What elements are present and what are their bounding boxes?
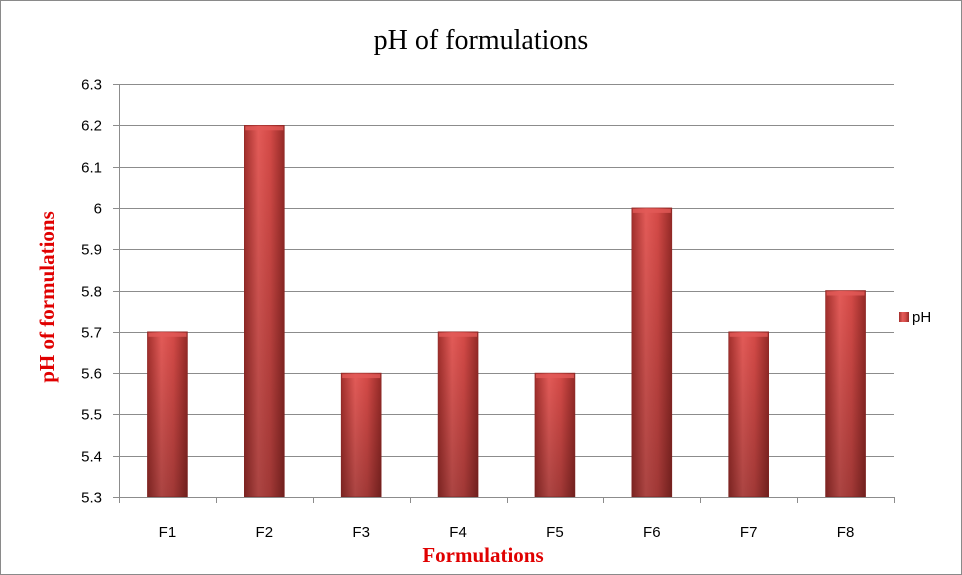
legend-swatch [899, 312, 909, 322]
x-tick-label: F6 [643, 524, 661, 541]
legend: pH [899, 309, 931, 326]
bar-f7 [728, 331, 769, 498]
x-tick-label: F3 [352, 524, 370, 541]
y-tick-label: 6 [94, 201, 102, 218]
gridlines [119, 84, 894, 457]
bar-cap [826, 291, 865, 296]
x-tick-label: F8 [837, 524, 855, 541]
x-axis-title: Formulations [422, 543, 543, 567]
bar-shade [244, 125, 285, 498]
y-tick-label: 6.3 [81, 77, 102, 94]
bar-cap [439, 332, 478, 337]
bar-f2 [244, 125, 285, 498]
y-tick-labels: 5.3 5.4 5.5 5.6 5.7 5.8 5.9 6 6.1 6.2 6.3 [81, 77, 102, 507]
y-tick-label: 5.6 [81, 366, 102, 383]
y-tick-label: 5.9 [81, 242, 102, 259]
bar-shade [147, 331, 188, 497]
x-tick-label: F7 [740, 524, 758, 541]
x-tick-label: F4 [449, 524, 467, 541]
bar-shade [341, 373, 382, 497]
x-tick-label: F2 [256, 524, 274, 541]
y-tick-label: 5.7 [81, 325, 102, 342]
bar-f8 [825, 290, 866, 498]
bar-cap [632, 208, 671, 213]
y-tick-label: 5.5 [81, 407, 102, 424]
bar-shade [438, 331, 479, 497]
y-axis-title: pH of formulations [35, 211, 59, 383]
y-tick-label: 6.2 [81, 118, 102, 135]
bar-shade [825, 290, 866, 497]
bar-f3 [340, 372, 382, 498]
y-tick-label: 5.3 [81, 490, 102, 507]
bar-cap [535, 374, 574, 379]
y-tick-label: 5.8 [81, 284, 102, 301]
bars [147, 125, 866, 498]
y-tick-label: 5.4 [81, 449, 102, 466]
x-tick-label: F5 [546, 524, 564, 541]
bar-f5 [534, 372, 576, 498]
bar-cap [342, 374, 381, 379]
x-tick-label: F1 [159, 524, 177, 541]
bar-f6 [631, 207, 673, 498]
x-tick-labels: F1 F2 F3 F4 F5 F6 F7 F8 [159, 524, 855, 541]
bar-shade [631, 207, 672, 497]
axes [113, 84, 895, 503]
bar-cap [729, 332, 768, 337]
bar-f4 [437, 331, 479, 498]
bar-cap [245, 126, 284, 131]
bar-f1 [147, 331, 188, 498]
bar-cap [148, 332, 187, 337]
y-tick-label: 6.1 [81, 160, 102, 177]
bar-shade [728, 331, 769, 497]
bar-shade [534, 373, 575, 497]
legend-label: pH [912, 309, 931, 326]
chart-title: pH of formulations [374, 25, 589, 56]
